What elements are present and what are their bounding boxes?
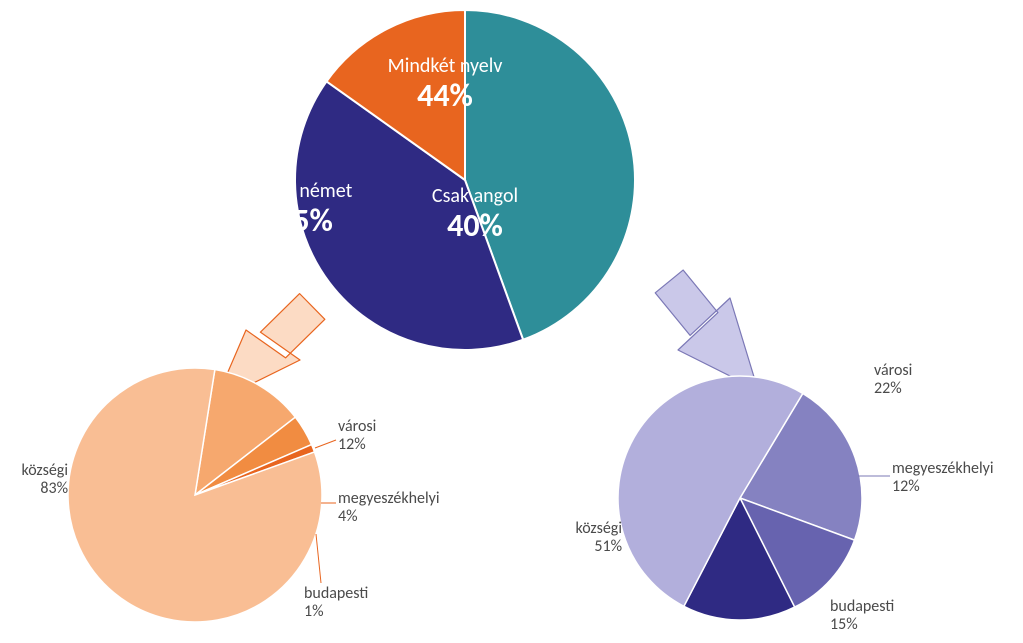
- ext-label-name: községi: [0, 462, 68, 480]
- ext-label-name: városi: [338, 418, 376, 436]
- ext-label-megyeszekhely: megyeszékhelyi4%: [338, 490, 440, 527]
- ext-label-kozsegi: községi51%: [552, 520, 622, 557]
- ext-label-pct: 51%: [552, 538, 622, 556]
- ext-label-kozsegi: községi83%: [0, 462, 68, 499]
- ext-label-pct: 12%: [338, 436, 376, 454]
- ext-label-pct: 83%: [0, 480, 68, 498]
- ext-label-varosi: városi12%: [338, 418, 376, 455]
- ext-label-name: megyeszékhelyi: [338, 490, 440, 508]
- ext-label-name: budapesti: [830, 598, 894, 616]
- ext-label-megyeszekhely: megyeszékhelyi12%: [892, 460, 994, 497]
- chart-stage: { "canvas": { "width": 1023, "height": 6…: [0, 0, 1023, 643]
- ext-label-pct: 4%: [338, 508, 440, 526]
- ext-label-pct: 22%: [874, 380, 912, 398]
- ext-label-pct: 1%: [304, 603, 368, 621]
- ext-label-varosi: városi22%: [874, 362, 912, 399]
- ext-label-pct: 15%: [830, 616, 894, 634]
- ext-label-budapesti: budapesti15%: [830, 598, 894, 635]
- ext-label-name: községi: [552, 520, 622, 538]
- ext-label-name: megyeszékhelyi: [892, 460, 994, 478]
- ext-label-name: városi: [874, 362, 912, 380]
- ext-label-name: budapesti: [304, 585, 368, 603]
- ext-label-budapesti: budapesti1%: [304, 585, 368, 622]
- right-pie: [0, 0, 1023, 643]
- ext-label-pct: 12%: [892, 478, 994, 496]
